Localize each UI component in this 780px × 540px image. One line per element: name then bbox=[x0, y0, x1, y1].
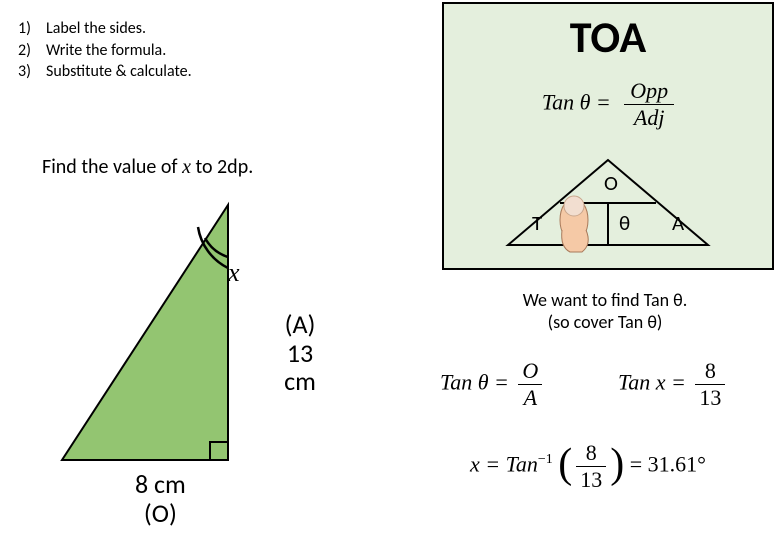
eq1-frac: O A bbox=[518, 358, 542, 411]
step-num: 1) bbox=[18, 18, 46, 40]
side-adjacent-label: (A) 13 cm bbox=[270, 310, 330, 396]
eq3-top: 8 bbox=[576, 440, 606, 467]
eq1-top: O bbox=[522, 358, 538, 383]
finger-icon bbox=[552, 192, 612, 257]
opp-paren: (O) bbox=[144, 497, 177, 529]
eq2-lhs: Tan x = bbox=[618, 370, 686, 395]
adj-value: 13 cm bbox=[284, 337, 316, 398]
adj-paren: (A) bbox=[285, 308, 316, 340]
step-num: 2) bbox=[18, 40, 46, 62]
equation-tan-x: Tan x = 8 13 bbox=[618, 358, 729, 411]
question-pre: Find the value of bbox=[42, 155, 182, 179]
toa-formula: Tan θ = Opp Adj bbox=[444, 78, 772, 131]
toa-panel: TOA Tan θ = Opp Adj O T θ A bbox=[442, 2, 774, 270]
eq2-top: 8 bbox=[695, 358, 725, 385]
opp-value: 8 cm bbox=[135, 468, 186, 500]
eq1-bot: A bbox=[524, 385, 537, 410]
main-triangle: x (A) 13 cm 8 cm (O) bbox=[50, 195, 330, 525]
toa-title: TOA bbox=[444, 10, 772, 64]
toa-mini-triangle: O T θ A bbox=[444, 150, 772, 260]
step-text: Write the formula. bbox=[46, 41, 166, 60]
angle-x-label: x bbox=[228, 258, 240, 288]
toa-frac-bot: Adj bbox=[634, 105, 665, 130]
mini-A: A bbox=[672, 210, 684, 236]
mini-T: T bbox=[532, 210, 542, 236]
steps-list: 1)Label the sides. 2)Write the formula. … bbox=[18, 18, 192, 83]
step-num: 3) bbox=[18, 61, 46, 83]
explain-line2: (so cover Tan θ) bbox=[548, 311, 663, 333]
side-opposite-label: 8 cm (O) bbox=[135, 470, 186, 527]
eq3-post: = 31.61° bbox=[624, 452, 706, 477]
explain-line1: We want to find Tan θ. bbox=[523, 289, 688, 311]
toa-fraction: Opp Adj bbox=[624, 78, 674, 131]
question-x: x bbox=[182, 156, 191, 178]
paren-right: ) bbox=[610, 462, 624, 466]
eq2-bot: 13 bbox=[695, 385, 725, 411]
eq3-bot: 13 bbox=[576, 467, 606, 493]
step-text: Label the sides. bbox=[46, 19, 146, 38]
eq3-frac: 8 13 bbox=[576, 440, 606, 493]
equation-tan-OA: Tan θ = O A bbox=[440, 358, 546, 411]
equation-result: x = Tan−1 ( 8 13 ) = 31.61° bbox=[470, 440, 706, 493]
question-text: Find the value of x to 2dp. bbox=[42, 155, 253, 179]
eq2-frac: 8 13 bbox=[695, 358, 725, 411]
toa-lhs: Tan θ = bbox=[542, 90, 611, 115]
question-post: to 2dp. bbox=[191, 155, 253, 179]
explanation-text: We want to find Tan θ. (so cover Tan θ) bbox=[450, 290, 760, 333]
eq1-lhs: Tan θ = bbox=[440, 370, 509, 395]
eq3-pre: x = Tan bbox=[470, 452, 538, 477]
eq3-sup: −1 bbox=[538, 452, 553, 467]
paren-left: ( bbox=[558, 462, 572, 466]
toa-frac-top: Opp bbox=[630, 78, 668, 103]
mini-theta: θ bbox=[619, 210, 630, 236]
step-text: Substitute & calculate. bbox=[46, 62, 192, 81]
